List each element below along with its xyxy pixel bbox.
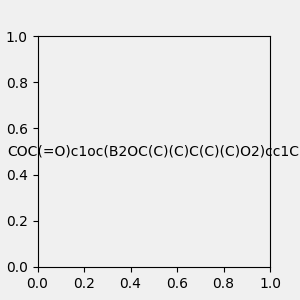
Text: COC(=O)c1oc(B2OC(C)(C)C(C)(C)O2)cc1C: COC(=O)c1oc(B2OC(C)(C)C(C)(C)O2)cc1C xyxy=(8,145,300,158)
